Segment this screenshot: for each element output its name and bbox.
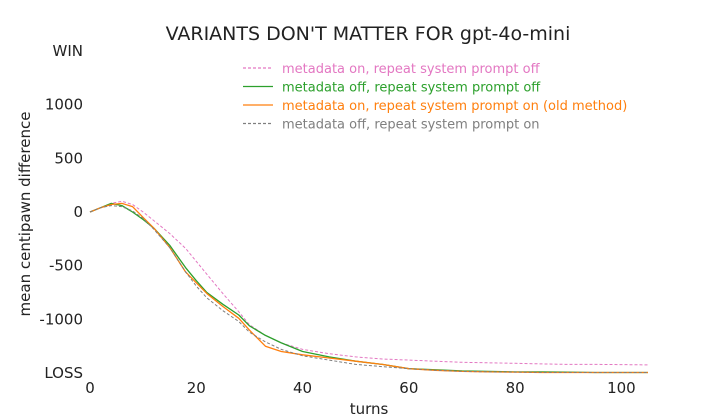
series-lines — [89, 200, 649, 374]
x-tick-label: 0 — [85, 379, 95, 397]
chart-title: VARIANTS DON'T MATTER FOR gpt-4o-mini — [166, 23, 571, 45]
x-tick-labels: 0 20 40 60 80 100 — [85, 379, 636, 397]
series-line — [89, 200, 649, 366]
series-line — [89, 202, 648, 374]
legend: metadata on, repeat system prompt off met… — [243, 62, 627, 133]
y-tick-label: WIN — [53, 42, 83, 60]
x-tick-label: 100 — [607, 379, 636, 397]
series-line — [89, 202, 648, 374]
y-tick-label: -1000 — [39, 310, 83, 328]
legend-label: metadata off, repeat system prompt on — [282, 118, 540, 133]
x-tick-label: 60 — [399, 379, 418, 397]
x-tick-label: 40 — [293, 379, 312, 397]
legend-label: metadata on, repeat system prompt on (ol… — [282, 99, 627, 114]
legend-label: metadata off, repeat system prompt off — [282, 81, 541, 96]
y-axis-label: mean centipawn difference — [16, 112, 34, 317]
y-tick-label: 500 — [54, 149, 83, 167]
y-tick-labels: WIN 1000 500 0 -500 -1000 LOSS — [39, 42, 83, 382]
legend-label: metadata on, repeat system prompt off — [282, 62, 541, 77]
x-axis-label: turns — [350, 400, 389, 418]
x-tick-label: 20 — [187, 379, 206, 397]
y-tick-label: LOSS — [44, 364, 83, 382]
x-tick-label: 80 — [506, 379, 525, 397]
y-tick-label: 0 — [73, 203, 83, 221]
y-tick-label: 1000 — [45, 96, 83, 114]
y-tick-label: -500 — [49, 257, 83, 275]
series-line — [89, 205, 648, 373]
